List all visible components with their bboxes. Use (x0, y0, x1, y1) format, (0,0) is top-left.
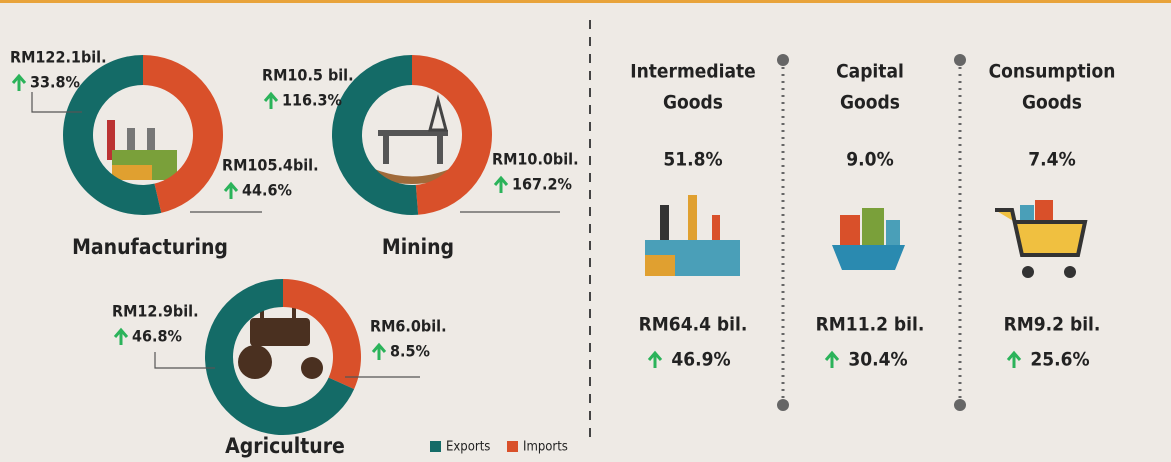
goods-share: 7.4% (1028, 149, 1075, 171)
goods-value: RM64.4 bil. (639, 314, 748, 336)
up-arrow (225, 184, 237, 199)
goods-share: 51.8% (663, 149, 722, 171)
value-label: RM122.1bil. (10, 48, 107, 67)
goods-title: Consumption (989, 61, 1116, 83)
growth-label: 33.8% (30, 73, 80, 92)
oil-rig-icon (372, 100, 452, 184)
goods-value: RM11.2 bil. (816, 314, 925, 336)
infographic: Exports Imports Manufacturing RM122.1bil.… (0, 0, 1171, 462)
goods-growth: 46.9% (671, 349, 730, 371)
factory-icon (107, 120, 177, 180)
top-rule (0, 0, 1171, 3)
legend-label: Exports (446, 440, 490, 455)
up-arrow (1008, 353, 1020, 368)
growth-label: 167.2% (512, 175, 572, 194)
growth-label: 8.5% (390, 342, 430, 361)
up-arrow (649, 353, 661, 368)
goods-share: 9.0% (846, 149, 893, 171)
legend: Exports Imports (430, 440, 568, 455)
growth-label: 116.3% (282, 91, 342, 110)
up-arrow (115, 330, 127, 345)
value-label: RM6.0bil. (370, 317, 447, 336)
cart-icon (995, 200, 1085, 278)
up-arrow (265, 94, 277, 109)
chart-title: Agriculture (225, 434, 345, 458)
value-label: RM10.5 bil. (262, 66, 354, 85)
up-arrow (13, 76, 25, 91)
growth-label: 46.8% (132, 327, 182, 346)
legend-swatch (430, 441, 441, 452)
legend-swatch (507, 441, 518, 452)
goods-title: Goods (840, 92, 900, 114)
value-label: RM105.4bil. (222, 156, 319, 175)
legend-label: Imports (523, 440, 568, 455)
industry-icon (645, 195, 740, 276)
ship-icon (832, 208, 905, 270)
chart-title: Mining (382, 235, 454, 259)
goods-title: Capital (836, 61, 904, 83)
growth-label: 44.6% (242, 181, 292, 200)
up-arrow (826, 353, 838, 368)
up-arrow (373, 345, 385, 360)
goods-growth: 25.6% (1030, 349, 1089, 371)
value-label: RM10.0bil. (492, 150, 579, 169)
goods-value: RM9.2 bil. (1004, 314, 1101, 336)
goods-title: Intermediate (630, 61, 756, 83)
up-arrow (495, 178, 507, 193)
chart-title: Manufacturing (72, 235, 228, 259)
goods-title: Goods (1022, 92, 1082, 114)
value-label: RM12.9bil. (112, 302, 199, 321)
goods-growth: 30.4% (848, 349, 907, 371)
goods-title: Goods (663, 92, 723, 114)
